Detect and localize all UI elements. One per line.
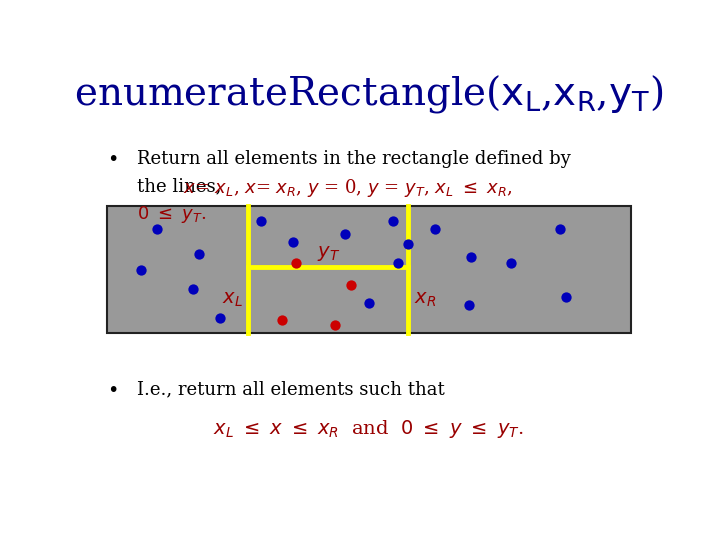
Point [463,301,474,309]
Point [402,240,414,248]
Text: •: • [107,150,118,169]
Point [150,225,162,233]
Point [466,253,477,261]
Point [135,265,147,274]
Point [364,298,375,307]
Text: $0$ $\leq$ $y_T$.: $0$ $\leq$ $y_T$. [138,204,207,225]
Text: the lines,: the lines, [138,177,228,195]
Text: •: • [107,381,118,400]
Point [290,259,302,267]
Point [387,217,398,226]
Point [429,225,441,233]
Point [187,284,199,293]
Bar [107,206,631,333]
Text: Return all elements in the rectangle defined by: Return all elements in the rectangle def… [138,150,571,168]
Point [340,230,351,238]
Text: $x$= $x_L$, $x$= $x_R$, $y$ = 0, $y$ = $y_T$, $x_L$ $\leq$ $x_R$,: $x$= $x_L$, $x$= $x_R$, $y$ = 0, $y$ = $… [183,177,513,199]
Point [560,293,572,302]
Point [287,238,299,246]
Point [329,321,341,330]
Text: $x_R$: $x_R$ [414,291,436,309]
Text: $y_T$: $y_T$ [317,244,340,263]
Point [276,316,288,325]
Text: I.e., return all elements such that: I.e., return all elements such that [138,381,445,399]
Point [214,313,225,322]
Text: enumerateRectangle($\mathsf{x_L}$,$\mathsf{x_R}$,$\mathsf{y_T}$): enumerateRectangle($\mathsf{x_L}$,$\math… [74,73,664,115]
Point [505,259,516,267]
Point [554,225,566,233]
Point [193,250,204,259]
Text: $x_L$: $x_L$ [222,291,243,309]
Point [345,280,356,289]
Text: $x_L$ $\leq$ $x$ $\leq$ $x_R$  and  $0$ $\leq$ $y$ $\leq$ $y_T$.: $x_L$ $\leq$ $x$ $\leq$ $x_R$ and $0$ $\… [213,418,523,440]
Point [392,259,404,267]
Point [256,217,267,226]
